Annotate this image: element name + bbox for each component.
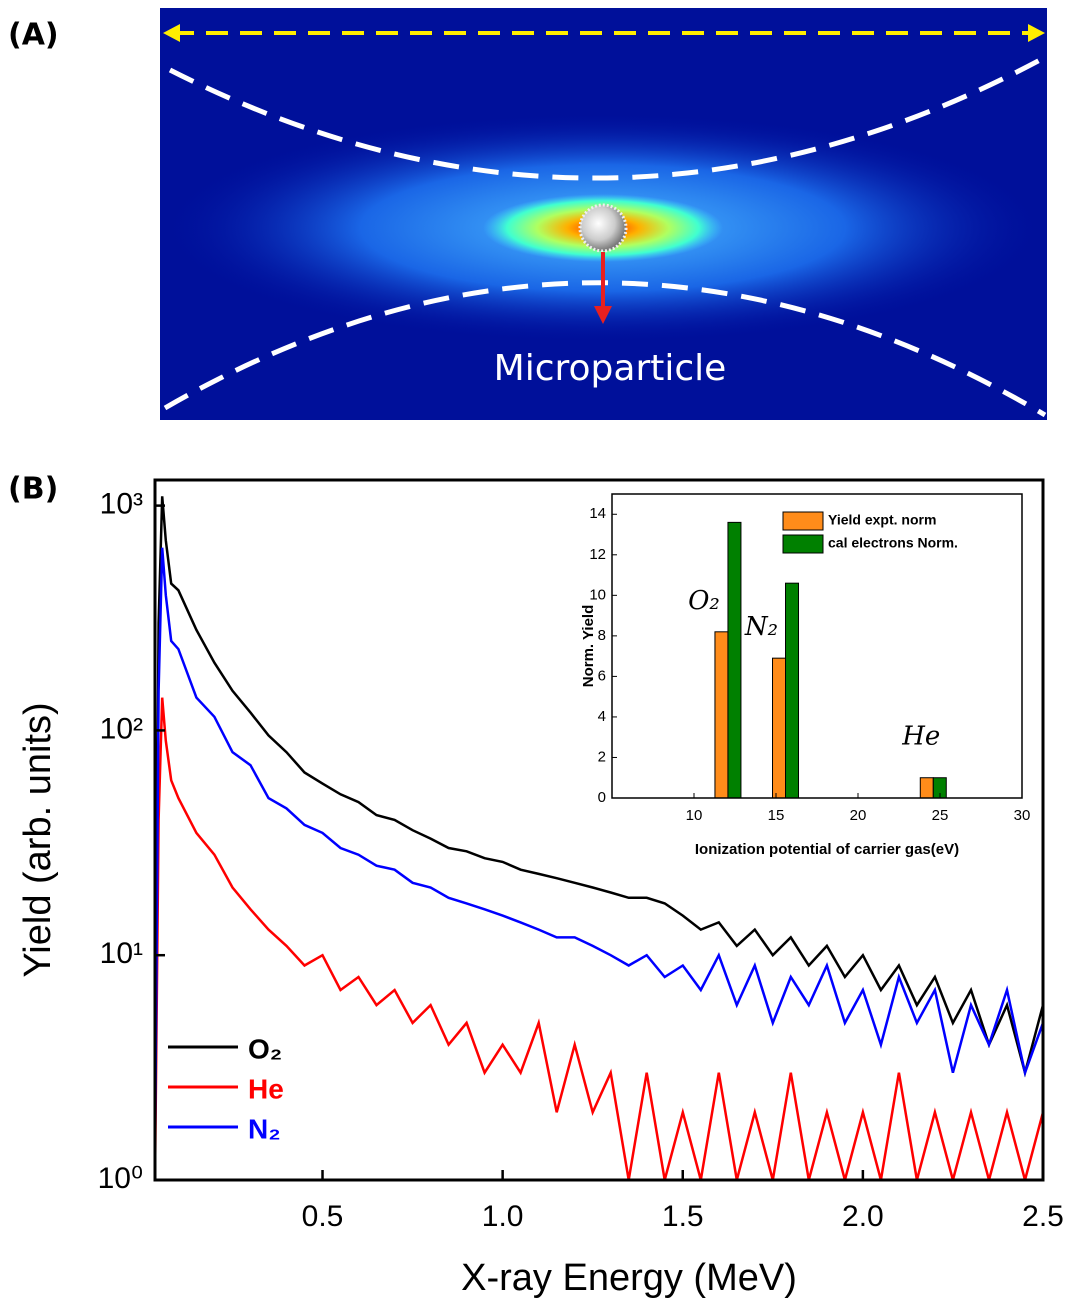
annotation: Microparticle <box>494 348 727 389</box>
y-tick-label: 10⁰ <box>98 1162 143 1195</box>
y-tick-label: 6 <box>598 667 606 684</box>
x-tick-label: 25 <box>932 807 949 824</box>
annotation: O₂ <box>688 586 720 616</box>
beam-edge <box>168 57 1042 181</box>
y-tick-label: 0 <box>598 789 606 806</box>
panel-a: (A) Microparticle <box>8 8 1047 420</box>
y-axis-title: Yield (arb. units) <box>17 702 59 977</box>
panel-label: (B) <box>8 472 58 507</box>
x-tick-label: 15 <box>768 807 785 824</box>
y-tick-label: 10² <box>100 712 143 745</box>
legend-label: O₂ <box>248 1033 282 1064</box>
legend-label: N₂ <box>248 1113 281 1144</box>
y-tick-label: 14 <box>589 505 606 522</box>
bar <box>714 631 729 799</box>
x-tick-label: 20 <box>850 807 867 824</box>
legend-swatch <box>782 511 824 531</box>
x-tick-label: 2.0 <box>842 1200 884 1233</box>
x-tick-label: 1.5 <box>662 1200 704 1233</box>
y-tick-label: 10³ <box>100 488 143 521</box>
legend-swatch <box>782 534 824 554</box>
data-line <box>155 547 1043 1163</box>
y-axis-title: Norm. Yield <box>580 605 597 688</box>
panel-label: (A) <box>8 18 59 53</box>
annotation: N₂ <box>744 612 778 642</box>
panel-b: (B) 0.5 1.0 1.5 2.0 2.5 10⁰ 10¹ 10² 10³ X-ray Ener… <box>8 472 1064 1300</box>
bar <box>785 582 800 799</box>
y-tick-label: 2 <box>598 748 606 765</box>
bar <box>727 521 742 799</box>
x-tick-label: 0.5 <box>302 1200 344 1233</box>
y-tick-label: 4 <box>598 708 606 725</box>
microparticle <box>578 203 628 253</box>
x-axis-title: Ionization potential of carrier gas(eV) <box>695 841 959 858</box>
y-tick-label: 10 <box>589 586 606 603</box>
x-tick-label: 1.0 <box>482 1200 524 1233</box>
x-axis-title: X-ray Energy (MeV) <box>461 1257 797 1299</box>
plot-frame <box>153 478 1045 1182</box>
y-tick-label: 8 <box>598 627 606 644</box>
legend-label: cal electrons Norm. <box>828 535 958 551</box>
bar <box>772 657 787 799</box>
y-tick-label: 10¹ <box>100 937 143 970</box>
x-tick-label: 10 <box>686 807 703 824</box>
legend-label: He <box>248 1073 284 1104</box>
legend-label: Yield expt. norm <box>828 512 936 528</box>
inset-frame <box>611 493 1023 799</box>
y-tick-label: 12 <box>589 546 606 563</box>
x-tick-label: 30 <box>1014 807 1031 824</box>
bar <box>919 777 934 799</box>
data-line <box>155 697 1043 1180</box>
data-line <box>155 496 1043 1141</box>
x-tick-label: 2.5 <box>1022 1200 1064 1233</box>
annotation: He <box>901 722 940 752</box>
arrow-head <box>594 306 612 324</box>
